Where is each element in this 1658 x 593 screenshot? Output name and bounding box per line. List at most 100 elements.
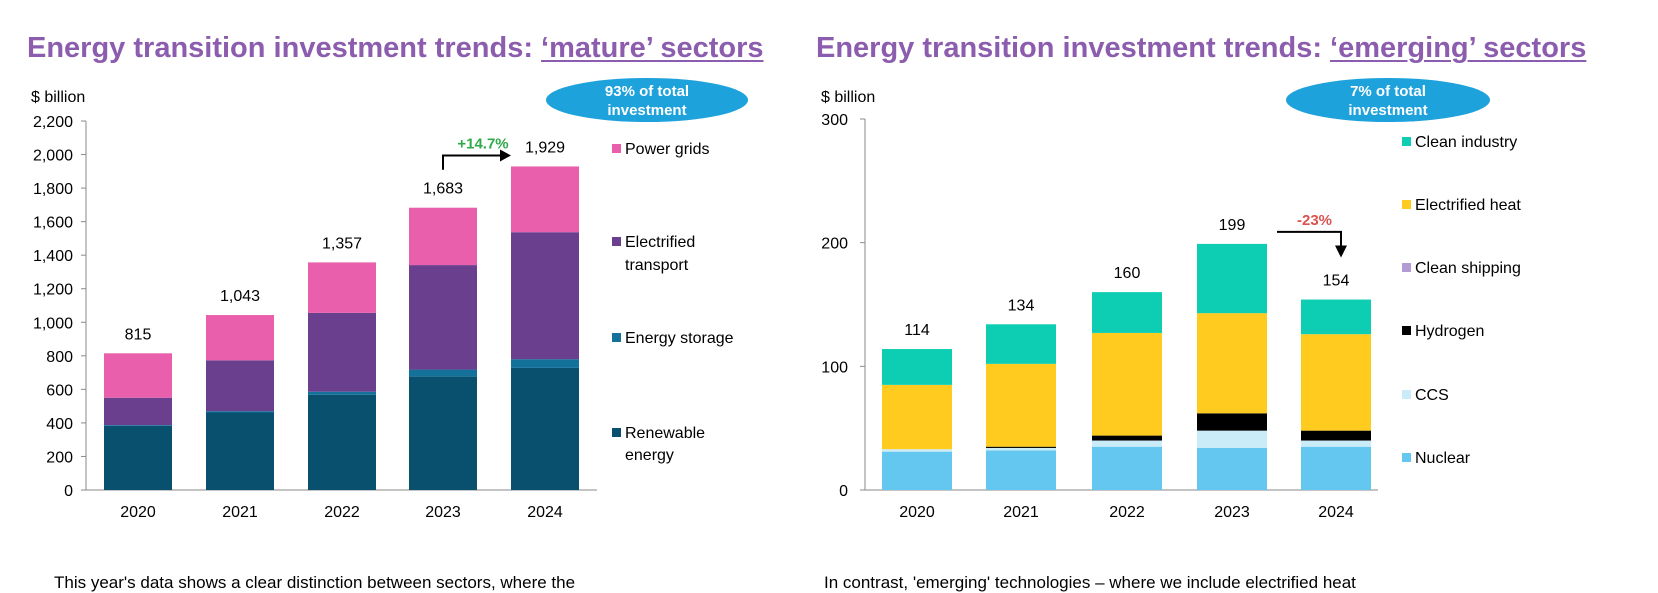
mature-bar-renewable-energy-2023 (409, 376, 477, 490)
mature-bar-electrified-transport-2024 (511, 232, 579, 360)
emerging-ylabel: $ billion (821, 89, 875, 106)
mature-legend-label: energy (625, 447, 674, 464)
mature-bar-electrified-transport-2022 (308, 312, 376, 392)
emerging-bar-ccs-2023 (1197, 430, 1267, 448)
mature-total-label: 1,929 (525, 139, 565, 156)
emerging-legend-swatch (1402, 453, 1411, 462)
mature-legend-label: Power grids (625, 141, 709, 158)
emerging-legend-swatch (1402, 390, 1411, 399)
mature-bar-energy-storage-2020 (104, 425, 172, 426)
mature-total-label: 1,683 (423, 181, 463, 198)
mature-bar-electrified-transport-2020 (104, 397, 172, 426)
emerging-ytick-label: 0 (839, 483, 848, 500)
mature-ytick-label: 800 (46, 349, 73, 366)
emerging-xtick-label: 2024 (1318, 504, 1354, 521)
emerging-bar-nuclear-2023 (1197, 447, 1267, 490)
emerging-bar-nuclear-2022 (1092, 446, 1162, 490)
mature-ytick-label: 2,200 (33, 114, 73, 131)
emerging-bar-ccs-2020 (882, 449, 952, 452)
emerging-bar-electrified-heat-2022 (1092, 332, 1162, 436)
emerging-badge (1286, 78, 1490, 122)
emerging-bar-hydrogen-2021 (986, 446, 1056, 448)
mature-bar-energy-storage-2021 (206, 411, 274, 413)
emerging-badge-text: investment (1348, 102, 1427, 119)
emerging-legend-swatch (1402, 263, 1411, 272)
mature-legend-swatch (612, 144, 621, 153)
emerging-legend-label: Clean industry (1415, 134, 1517, 151)
mature-sectors-chart: $ billion 0 200 400 600 800 1,000 1,200 1,400 1,6… (31, 78, 748, 521)
mature-ytick-label: 1,000 (33, 315, 73, 332)
emerging-badge-text: 7% of total (1350, 83, 1426, 100)
emerging-total-label: 114 (904, 322, 930, 339)
mature-ytick-label: 0 (64, 483, 73, 500)
emerging-bar-clean-industry-2021 (986, 324, 1056, 364)
emerging-bar-electrified-heat-2021 (986, 363, 1056, 447)
emerging-caption: In contrast, 'emerging' technologies – w… (824, 573, 1356, 592)
mature-ytick-label: 1,600 (33, 215, 73, 232)
mature-legend-label: transport (625, 257, 689, 274)
mature-bar-renewable-energy-2020 (104, 425, 172, 490)
emerging-ytick-label: 200 (821, 236, 848, 253)
mature-badge-text: investment (607, 102, 686, 119)
emerging-annotation-text: -23% (1297, 212, 1332, 229)
mature-annotation-text: +14.7% (457, 135, 508, 152)
mature-ytick-label: 1,400 (33, 248, 73, 265)
emerging-xtick-label: 2022 (1109, 504, 1145, 521)
emerging-legend-swatch (1402, 137, 1411, 146)
emerging-bar-ccs-2021 (986, 447, 1056, 451)
mature-bar-power-grids-2024 (511, 166, 579, 233)
mature-bar-renewable-energy-2024 (511, 367, 579, 490)
mature-chart-title: Energy transition investment trends: ‘ma… (27, 32, 764, 65)
emerging-bar-hydrogen-2022 (1092, 435, 1162, 441)
mature-legend-label: Electrified (625, 234, 695, 251)
mature-legend-label: Energy storage (625, 330, 734, 347)
emerging-total-label: 160 (1114, 265, 1141, 282)
mature-legend-swatch (612, 428, 621, 437)
mature-ylabel: $ billion (31, 89, 85, 106)
emerging-legend-swatch (1402, 200, 1411, 209)
mature-bar-power-grids-2022 (308, 262, 376, 313)
emerging-legend-label: Nuclear (1415, 450, 1471, 467)
mature-xtick-label: 2022 (324, 504, 360, 521)
mature-sectors-panel: Energy transition investment trends: ‘ma… (0, 0, 829, 592)
emerging-bar-clean-industry-2020 (882, 349, 952, 385)
emerging-bar-clean-industry-2022 (1092, 292, 1162, 333)
emerging-bar-electrified-heat-2020 (882, 384, 952, 450)
emerging-legend-label: Hydrogen (1415, 323, 1484, 340)
mature-caption: This year's data shows a clear distincti… (54, 573, 576, 592)
emerging-annotation-arrowhead (1335, 245, 1347, 258)
emerging-bar-clean-industry-2023 (1197, 243, 1267, 314)
mature-title-highlight: ‘mature’ sectors (541, 32, 764, 64)
mature-bar-electrified-transport-2023 (409, 265, 477, 370)
mature-bar-renewable-energy-2021 (206, 412, 274, 490)
mature-ytick-label: 600 (46, 382, 73, 399)
emerging-total-label: 154 (1323, 273, 1350, 290)
mature-badge (546, 78, 748, 122)
mature-badge-text: 93% of total (605, 83, 689, 100)
mature-bar-power-grids-2023 (409, 207, 477, 266)
mature-xtick-label: 2020 (120, 504, 156, 521)
mature-xtick-label: 2023 (425, 504, 461, 521)
emerging-ytick-label: 300 (821, 112, 848, 129)
emerging-bar-hydrogen-2024 (1301, 430, 1371, 441)
emerging-sectors-chart: $ billion 0 100 200 300 2020 114 2021 134 2022 160… (821, 78, 1521, 521)
emerging-annotation-arrow (1277, 230, 1342, 248)
emerging-xtick-label: 2023 (1214, 504, 1250, 521)
emerging-bar-electrified-heat-2024 (1301, 334, 1371, 431)
mature-total-label: 1,357 (322, 235, 362, 252)
emerging-bar-nuclear-2021 (986, 450, 1056, 490)
mature-ytick-label: 1,800 (33, 181, 73, 198)
mature-bar-energy-storage-2023 (409, 369, 477, 377)
emerging-ytick-label: 100 (821, 359, 848, 376)
emerging-bar-nuclear-2024 (1301, 446, 1371, 490)
mature-ytick-label: 1,200 (33, 282, 73, 299)
mature-total-label: 815 (125, 326, 152, 343)
emerging-legend-label: Electrified heat (1415, 197, 1521, 214)
emerging-legend-label: Clean shipping (1415, 260, 1521, 277)
mature-annotation-arrowhead (500, 149, 511, 162)
emerging-xtick-label: 2021 (1003, 504, 1039, 521)
mature-xtick-label: 2021 (222, 504, 258, 521)
mature-bar-energy-storage-2024 (511, 359, 579, 368)
mature-ytick-label: 400 (46, 416, 73, 433)
mature-bar-energy-storage-2022 (308, 391, 376, 395)
